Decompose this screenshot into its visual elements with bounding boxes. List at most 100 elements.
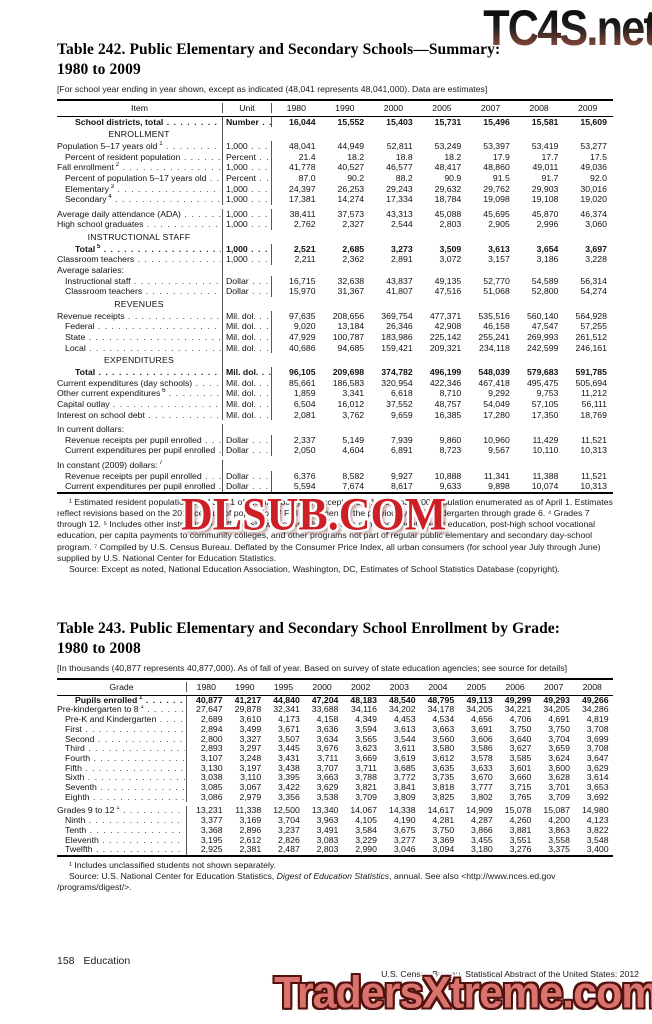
value-cell: 14,909 (466, 805, 493, 816)
dot-leader: . . . . . . . . . . . . . . . . . . . . … (259, 377, 271, 388)
values: 3,085 3,067 3,422 3,629 3,821 3,841 3,818 3,777… (187, 782, 613, 793)
section-label: REVENUES (114, 298, 164, 309)
item-cell: Tenth . . . . . . . . . . . . . . . . . … (57, 825, 187, 836)
unit-label: Dollar (226, 445, 249, 456)
value-cell: 11,212 (581, 388, 607, 399)
column-header: 1990 (335, 103, 355, 114)
table242-footnotes: ¹ Estimated resident population as of Ju… (57, 497, 613, 575)
value-cell: 46,577 (386, 162, 413, 173)
row-label: Revenue receipts (57, 310, 125, 321)
value-cell: 3,551 (509, 834, 532, 845)
value-cell: 477,371 (429, 310, 462, 321)
item-cell: Percent of population 5–17 years old . .… (57, 172, 223, 184)
values: 9,020 13,184 26,346 42,908 46,158 47,547 57,25… (272, 321, 613, 332)
section-label: ENROLLMENT (108, 129, 170, 140)
value-cell: 49,293 (543, 694, 570, 705)
value-cell: 2,803 (316, 844, 339, 855)
value-cell: 3,708 (586, 743, 609, 754)
values: 2,894 3,499 3,671 3,636 3,594 3,613 3,663 3,691… (187, 723, 613, 735)
value-cell: 3,750 (509, 723, 532, 734)
value-cell: 3,395 (278, 772, 300, 783)
value-cell: 54,589 (531, 275, 559, 286)
row-label: Percent of population 5–17 years old (65, 172, 207, 183)
item-cell: Capital outlay . . . . . . . . . . . . .… (57, 399, 223, 410)
value-cell: 45,088 (434, 208, 462, 219)
dot-leader: . . . . . . . . . . . . . . . . . . . . … (89, 342, 221, 353)
values: 27,647 29,878 32,341 33,688 34,116 34,202 34,1… (187, 705, 613, 715)
dot-leader: . . . . . . . . . . . . . . . . . . . . … (166, 116, 221, 127)
value-cell: 3,709 (355, 791, 377, 802)
value-cell: 26,253 (337, 183, 365, 194)
value-cell: 3,825 (432, 791, 455, 802)
row-label: Total (75, 367, 96, 378)
table-row: Interest on school debt . . . . . . . . … (57, 409, 613, 421)
value-cell: 3,197 (239, 762, 262, 773)
value-cell: 18.2 (444, 151, 462, 162)
item-cell: State . . . . . . . . . . . . . . . . . … (57, 332, 223, 343)
row-label: Population 5–17 years old 1 (57, 141, 163, 152)
item-cell: Current expenditures per pupil enrolled … (57, 481, 223, 492)
row-label: Average salaries: (57, 265, 124, 276)
watermark-tc4s: TC4S.net (483, 0, 652, 58)
table242-title: Table 242. Public Elementary and Seconda… (57, 40, 613, 80)
source-post: , annual. See also <http://www.nces.ed.g… (57, 871, 556, 893)
item-cell: Eighth . . . . . . . . . . . . . . . . .… (57, 792, 187, 803)
value-cell: 4,287 (471, 815, 493, 826)
unit-label: 1,000 (226, 194, 248, 205)
value-cell: 3,060 (585, 219, 607, 230)
value-cell: 9,020 (293, 321, 316, 332)
row-label: Secondary 4 (65, 194, 112, 205)
table242-title-line2: 1980 to 2009 (57, 60, 141, 78)
value-cell: 15,609 (580, 116, 607, 127)
value-cell: 45,695 (483, 208, 510, 219)
row-label: High school graduates (57, 219, 144, 230)
unit-label: Mil. dol. (226, 399, 256, 409)
item-cell: EXPENDITURES (57, 353, 223, 368)
row-label: Instructional staff (65, 275, 131, 286)
values: 5,594 7,674 8,617 9,633 9,898 10,074 10,313 (272, 481, 613, 492)
table-row: Elementary 3 . . . . . . . . . . . . . .… (57, 183, 613, 195)
value-cell: 32,341 (273, 704, 300, 715)
dot-leader: . . . . . . . . . . . . . . . . . . . . … (123, 806, 185, 816)
value-cell: 9,633 (439, 481, 462, 492)
value-cell: 3,565 (355, 733, 377, 744)
item-cell: Instructional staff . . . . . . . . . . … (57, 275, 223, 287)
value-cell: 29,878 (234, 704, 262, 715)
value-cell: 2,803 (439, 219, 462, 230)
table-row: High school graduates . . . . . . . . . … (57, 219, 613, 230)
table-row: Classroom teachers . . . . . . . . . . .… (57, 254, 613, 266)
value-cell: 8,582 (342, 470, 365, 481)
value-cell: 3,663 (432, 723, 455, 734)
value-cell: 15,970 (288, 286, 316, 297)
value-cell: 47,929 (288, 332, 316, 343)
values: 1,859 3,341 6,618 8,710 9,292 9,753 11,212 (272, 388, 613, 399)
table243-header: Grade 1980 1990 1995 2000 2002 2003 2004 2005 200… (57, 680, 613, 696)
dot-leader: . . . . . . . . . . . . . . . . . . . . … (215, 445, 221, 456)
value-cell: 3,237 (278, 824, 300, 835)
footnote-marker: 5 (95, 243, 101, 250)
item-cell: Pupils enrolled 1 . . . . . . . . . . . … (57, 695, 187, 706)
value-cell: 37,573 (337, 208, 365, 219)
unit-label: 1,000 (226, 183, 248, 194)
dot-leader: . . . . . . . . . . . . . . . . . . . . … (100, 783, 185, 793)
footnote-marker: 7 (157, 459, 163, 467)
value-cell: 18.2 (347, 151, 365, 162)
value-cell: 27,647 (196, 704, 223, 715)
item-cell: Revenue receipts per pupil enrolled . . … (57, 434, 223, 446)
value-cell: 3,094 (432, 844, 455, 855)
value-cell: 3,455 (471, 834, 493, 845)
unit-label: Mil. dol. (226, 409, 256, 420)
row-label: Ninth (65, 816, 86, 826)
dot-leader: . . . . . . . . . . . . . . . . . . . . … (93, 753, 185, 763)
values: 2,800 3,327 3,507 3,634 3,565 3,544 3,560 3,606… (187, 733, 613, 745)
values: 6,504 16,012 37,552 48,757 54,049 57,105 56,11… (272, 399, 613, 410)
dot-leader: . . . . . . . . . . . . . . . . . . . . … (115, 194, 221, 205)
value-cell: 52,800 (531, 286, 559, 297)
value-cell: 3,614 (586, 772, 609, 783)
dot-leader: . . . . . . . . . . . . . . . . . . . . … (113, 399, 221, 409)
item-cell: Pre-kindergarten to 8 1 . . . . . . . . … (57, 705, 187, 716)
unit-cell: Dollar . . . . . . . . . . . . . . . . .… (223, 481, 272, 492)
value-cell: 3,629 (586, 762, 609, 773)
value-cell: 17,334 (386, 194, 413, 205)
value-cell: 54,274 (580, 286, 607, 297)
